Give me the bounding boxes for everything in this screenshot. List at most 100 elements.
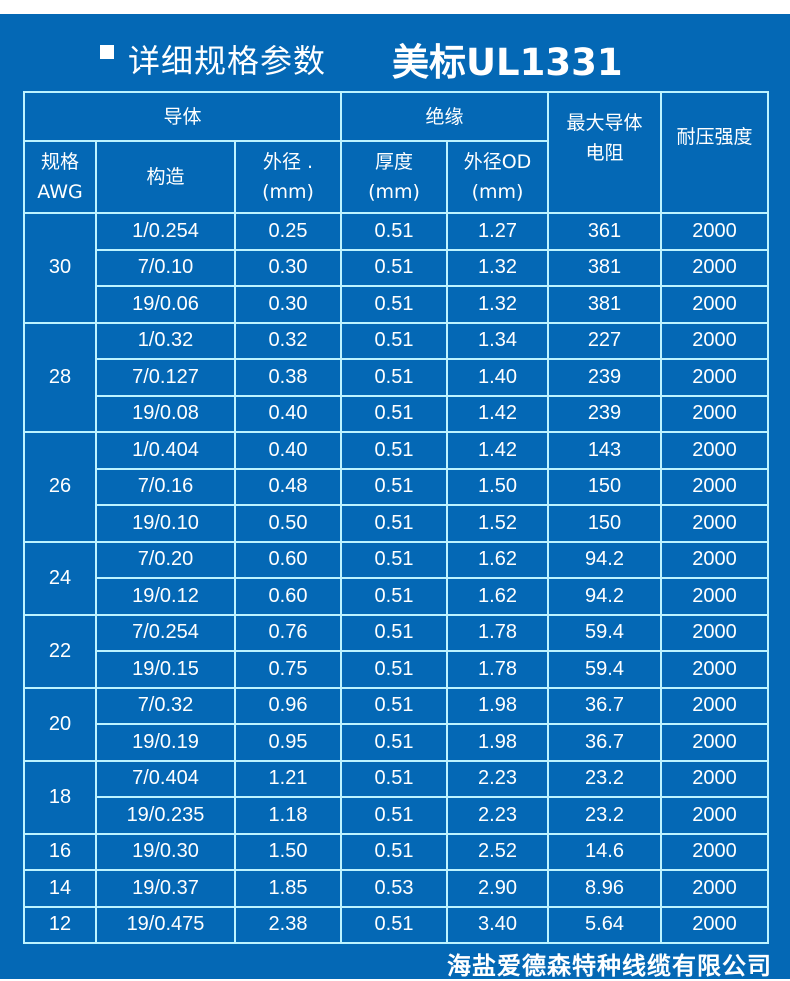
cond-od-cell: 1.85: [234, 869, 342, 908]
resistance-cell: 36.7: [547, 723, 662, 762]
cond-od-cell: 0.30: [234, 285, 342, 324]
table-row: 20 7/0.32 0.96 0.51 1.98 36.7 2000: [23, 686, 769, 762]
thickness-cell: 0.51: [340, 467, 448, 506]
table-row: 28 1/0.32 0.32 0.51 1.34 227 2000: [23, 321, 769, 433]
voltage-cell: 2000: [660, 540, 769, 579]
cond-od-cell: 0.40: [234, 394, 342, 433]
resistance-cell: 150: [547, 504, 662, 543]
ins-od-cell: 1.98: [446, 686, 549, 725]
table-row: 19/0.19 0.95 0.51 1.98 36.7 2000: [24, 723, 769, 762]
voltage-cell: 2000: [660, 686, 769, 725]
construction-cell: 19/0.12: [95, 577, 236, 616]
construction-cell: 19/0.235: [95, 796, 236, 835]
resistance-cell: 36.7: [547, 686, 662, 725]
spec-table: 导体 绝缘 最大导体 电阻 耐压强度 规格 AWG 构造 外径 . (mm) 厚度 (m…: [23, 91, 769, 944]
thickness-cell: 0.51: [340, 796, 448, 835]
resistance-cell: 8.96: [547, 869, 662, 908]
voltage-cell: 2000: [660, 467, 769, 506]
cond-od-cell: 0.60: [234, 577, 342, 616]
construction-cell: 7/0.127: [95, 358, 236, 397]
construction-cell: 19/0.15: [95, 650, 236, 689]
table-row: 19/0.08 0.40 0.51 1.42 239 2000: [24, 394, 769, 433]
header-insulation: 绝缘: [340, 91, 549, 142]
voltage-cell: 2000: [660, 723, 769, 762]
voltage-cell: 2000: [660, 577, 769, 616]
thickness-cell: 0.51: [340, 577, 448, 616]
cond-od-cell: 0.40: [234, 431, 342, 470]
voltage-cell: 2000: [660, 796, 769, 835]
resistance-cell: 94.2: [547, 577, 662, 616]
cond-od-cell: 0.32: [234, 321, 342, 360]
thickness-cell: 0.51: [340, 394, 448, 433]
square-bullet-icon: [100, 45, 114, 59]
ins-od-cell: 2.23: [446, 796, 549, 835]
header-withstand-voltage: 耐压强度: [660, 91, 769, 214]
construction-cell: 7/0.10: [95, 248, 236, 287]
ins-od-cell: 2.90: [446, 869, 549, 908]
thickness-cell: 0.51: [340, 212, 448, 251]
awg-cell: 14: [23, 869, 97, 908]
construction-cell: 19/0.10: [95, 504, 236, 543]
resistance-cell: 227: [547, 321, 662, 360]
page-title: 详细规格参数 美标UL1331: [0, 14, 790, 92]
ins-od-cell: 1.34: [446, 321, 549, 360]
thickness-cell: 0.51: [340, 832, 448, 871]
cond-od-cell: 2.38: [234, 905, 342, 944]
resistance-cell: 14.6: [547, 832, 662, 871]
ins-od-cell: 1.78: [446, 650, 549, 689]
construction-cell: 19/0.08: [95, 394, 236, 433]
awg-cell: 24: [23, 540, 97, 616]
thickness-cell: 0.51: [340, 504, 448, 543]
header-thickness: 厚度 (mm): [340, 140, 448, 214]
construction-cell: 19/0.06: [95, 285, 236, 324]
construction-cell: 1/0.254: [95, 212, 236, 251]
ins-od-cell: 1.40: [446, 358, 549, 397]
cond-od-cell: 0.38: [234, 358, 342, 397]
voltage-cell: 2000: [660, 321, 769, 360]
resistance-cell: 150: [547, 467, 662, 506]
table-row: 7/0.10 0.30 0.51 1.32 381 2000: [24, 248, 769, 287]
table-row: 7/0.16 0.48 0.51 1.50 150 2000: [24, 467, 769, 506]
resistance-cell: 5.64: [547, 905, 662, 944]
voltage-cell: 2000: [660, 832, 769, 871]
awg-cell: 22: [23, 613, 97, 689]
table-body: 30 1/0.254 0.25 0.51 1.27 361 2000 7/0.10 0.30 0.…: [23, 212, 769, 944]
resistance-cell: 59.4: [547, 650, 662, 689]
cond-od-cell: 0.25: [234, 212, 342, 251]
cond-od-cell: 0.50: [234, 504, 342, 543]
table-row: 26 1/0.404 0.40 0.51 1.42 143 2000: [23, 431, 769, 543]
awg-cell: 16: [23, 832, 97, 871]
voltage-cell: 2000: [660, 869, 769, 908]
cond-od-cell: 1.18: [234, 796, 342, 835]
table-row: 19/0.06 0.30 0.51 1.32 381 2000: [24, 285, 769, 324]
voltage-cell: 2000: [660, 248, 769, 287]
voltage-cell: 2000: [660, 285, 769, 324]
ins-od-cell: 3.40: [446, 905, 549, 944]
table-row: 14 19/0.37 1.85 0.53 2.90 8.96 2000: [23, 869, 769, 908]
company-footer: 海盐爱德森特种线缆有限公司: [447, 952, 772, 980]
table-row: 24 7/0.20 0.60 0.51 1.62 94.2 2000: [23, 540, 769, 616]
voltage-cell: 2000: [660, 431, 769, 470]
table-row: 22 7/0.254 0.76 0.51 1.78 59.4 2000: [23, 613, 769, 689]
resistance-cell: 59.4: [547, 613, 662, 652]
thickness-cell: 0.51: [340, 431, 448, 470]
construction-cell: 19/0.37: [95, 869, 236, 908]
table-row: 18 7/0.404 1.21 0.51 2.23 23.2 2000: [23, 759, 769, 835]
thickness-cell: 0.53: [340, 869, 448, 908]
construction-cell: 19/0.30: [95, 832, 236, 871]
ins-od-cell: 1.78: [446, 613, 549, 652]
construction-cell: 1/0.404: [95, 431, 236, 470]
voltage-cell: 2000: [660, 650, 769, 689]
construction-cell: 7/0.404: [95, 759, 236, 798]
cond-od-cell: 0.75: [234, 650, 342, 689]
awg-cell: 18: [23, 759, 97, 835]
construction-cell: 19/0.475: [95, 905, 236, 944]
header-conductor-od: 外径 . (mm): [234, 140, 342, 214]
table-row: 19/0.15 0.75 0.51 1.78 59.4 2000: [24, 650, 769, 689]
thickness-cell: 0.51: [340, 285, 448, 324]
thickness-cell: 0.51: [340, 540, 448, 579]
voltage-cell: 2000: [660, 613, 769, 652]
thickness-cell: 0.51: [340, 321, 448, 360]
thickness-cell: 0.51: [340, 650, 448, 689]
header-insulation-od: 外径OD (mm): [446, 140, 549, 214]
